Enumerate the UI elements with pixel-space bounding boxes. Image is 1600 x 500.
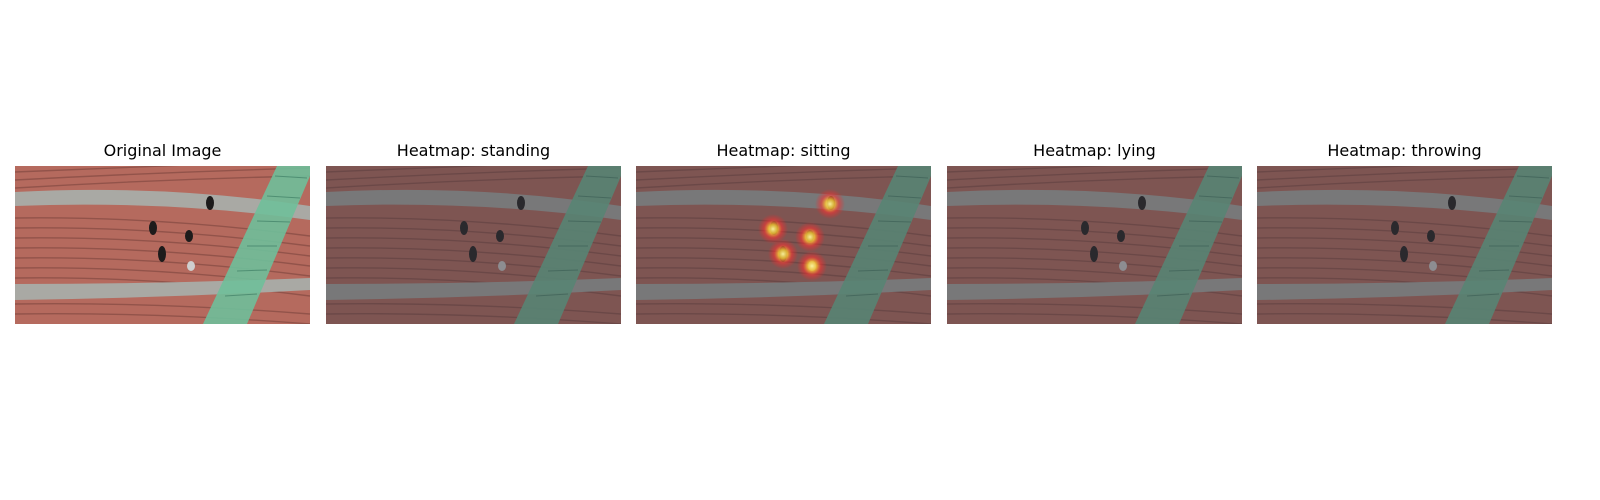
panel-image bbox=[15, 160, 310, 324]
heatmap-tint bbox=[326, 166, 621, 324]
panel: Heatmap: sitting bbox=[636, 141, 931, 324]
panel: Heatmap: throwing bbox=[1257, 141, 1552, 324]
panel-title: Heatmap: standing bbox=[397, 141, 550, 160]
panel-title: Heatmap: sitting bbox=[716, 141, 850, 160]
panel-title: Original Image bbox=[104, 141, 222, 160]
heat-blob bbox=[758, 214, 788, 244]
panel-title: Heatmap: throwing bbox=[1327, 141, 1481, 160]
heat-blob bbox=[795, 222, 825, 252]
heat-blob bbox=[815, 189, 845, 219]
heatmap-tint bbox=[947, 166, 1242, 324]
panel-title: Heatmap: lying bbox=[1033, 141, 1156, 160]
heatmap-tint bbox=[1257, 166, 1552, 324]
panel: Original Image bbox=[15, 141, 310, 324]
panel: Heatmap: standing bbox=[326, 141, 621, 324]
heat-blob bbox=[797, 251, 827, 281]
heat-blob bbox=[768, 239, 798, 269]
panel: Heatmap: lying bbox=[947, 141, 1242, 324]
